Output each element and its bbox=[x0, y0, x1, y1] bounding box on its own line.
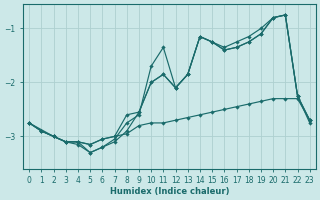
X-axis label: Humidex (Indice chaleur): Humidex (Indice chaleur) bbox=[110, 187, 229, 196]
